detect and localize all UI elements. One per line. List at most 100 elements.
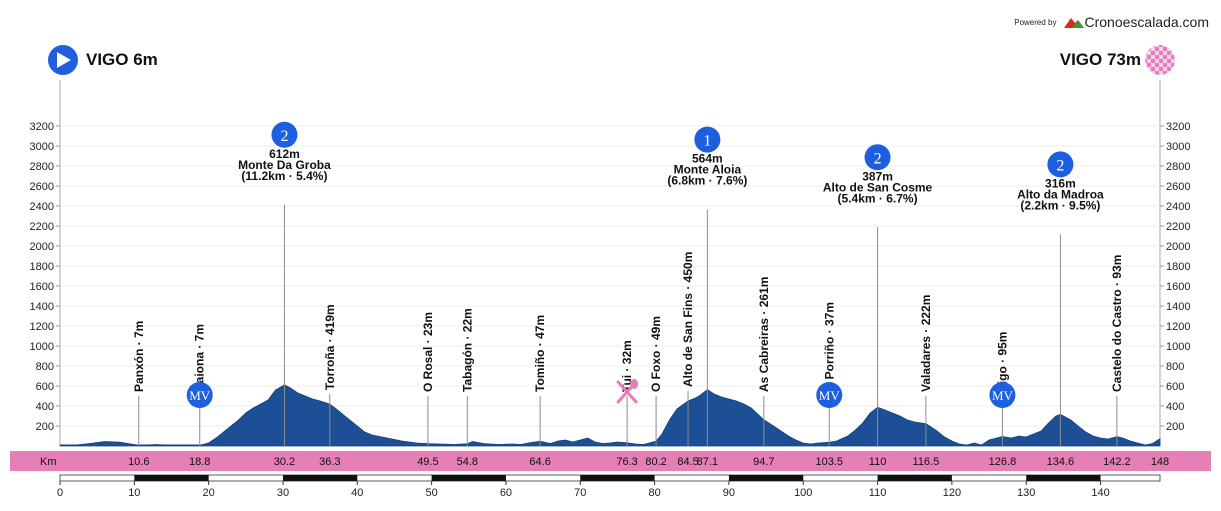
- km-marker-label: 94.7: [753, 456, 774, 468]
- y-tick-label-right: 1800: [1166, 261, 1190, 273]
- climb-detail: (2.2km · 9.5%): [1020, 198, 1100, 212]
- y-tick-label-left: 1200: [30, 321, 54, 333]
- climb-detail: (5.4km · 6.7%): [838, 191, 918, 205]
- climb-category-marker: [694, 126, 721, 153]
- y-tick-label-left: 3000: [30, 141, 54, 153]
- km-marker-label: 54.8: [457, 456, 478, 468]
- landmark-label: Baiona · 7m: [193, 324, 207, 392]
- km-marker-label: 49.5: [417, 456, 438, 468]
- start-label: VIGO 6m: [86, 50, 158, 69]
- y-tick-label-left: 2000: [30, 241, 54, 253]
- km-band: [10, 451, 1211, 471]
- x-tick-label: 100: [794, 487, 812, 499]
- y-tick-label-left: 2400: [30, 201, 54, 213]
- landmark-label: O Porriño · 37m: [822, 302, 836, 392]
- brand-credit[interactable]: Powered by Cronoescalada.com: [1014, 14, 1209, 30]
- y-tick-label-right: 1400: [1166, 301, 1190, 313]
- km-marker-label: 142.2: [1103, 456, 1131, 468]
- feed-zone-icon: [616, 379, 639, 404]
- y-tick-label-left: 800: [36, 361, 54, 373]
- scale-bar-segment: [1026, 475, 1101, 481]
- climb-category-marker: [271, 121, 298, 148]
- y-tick-label-left: 200: [36, 421, 54, 433]
- km-band-label: Km: [40, 456, 57, 468]
- y-tick-label-left: 2200: [30, 221, 54, 233]
- scale-bar-segment: [134, 475, 209, 481]
- climb-detail: (11.2km · 5.4%): [241, 169, 327, 183]
- x-tick-label: 30: [277, 487, 289, 499]
- sprint-label: MV: [819, 388, 841, 403]
- x-tick-label: 70: [574, 487, 586, 499]
- landmark-label: Panxón · 7m: [132, 321, 146, 392]
- spoon-bowl: [630, 379, 639, 389]
- x-tick-label: 140: [1091, 487, 1109, 499]
- landmark-label: O Rosal · 23m: [421, 312, 435, 392]
- y-tick-label-right: 800: [1166, 361, 1184, 373]
- km-marker-label: 10.6: [128, 456, 149, 468]
- scale-bar-segment: [431, 475, 506, 481]
- landmark-label: Castelo do Castro · 93m: [1110, 255, 1124, 392]
- sprint-label: MV: [189, 388, 211, 403]
- km-marker-label: 84.5: [677, 456, 698, 468]
- km-marker-label: 103.5: [815, 456, 843, 468]
- y-tick-label-right: 400: [1166, 401, 1184, 413]
- climb-name: Alto de San Cosme: [823, 180, 933, 194]
- climb-category-marker: [864, 144, 891, 171]
- y-tick-label-left: 400: [36, 401, 54, 413]
- landmark-label: Vigo · 95m: [995, 332, 1009, 392]
- x-tick-label: 20: [203, 487, 215, 499]
- x-tick-label: 80: [648, 487, 660, 499]
- climb-category-label: 2: [1056, 157, 1064, 174]
- climb-category-marker: [1047, 151, 1074, 178]
- y-tick-label-right: 3000: [1166, 141, 1190, 153]
- climb-elevation: 564m: [692, 152, 723, 166]
- km-marker-label: 126.8: [989, 456, 1017, 468]
- y-tick-label-right: 2200: [1166, 221, 1190, 233]
- x-tick-label: 130: [1017, 487, 1035, 499]
- climb-category-label: 1: [703, 133, 711, 150]
- y-tick-label-left: 2600: [30, 181, 54, 193]
- finish-checkered-flag-icon: [1145, 45, 1175, 75]
- scale-bar-segment: [728, 475, 804, 481]
- y-tick-label-right: 1200: [1166, 321, 1190, 333]
- km-marker-label: 148: [1151, 456, 1169, 468]
- y-tick-label-right: 1000: [1166, 341, 1190, 353]
- climb-category-label: 2: [280, 128, 288, 145]
- y-tick-label-right: 1600: [1166, 281, 1190, 293]
- x-tick-label: 40: [351, 487, 363, 499]
- sprint-marker: [816, 382, 843, 408]
- km-marker-label: 134.6: [1047, 456, 1075, 468]
- km-marker-label: 36.3: [319, 456, 340, 468]
- landmark-label: Valadares · 222m: [919, 295, 933, 392]
- sprint-marker: [186, 382, 213, 408]
- y-tick-label-left: 3200: [30, 121, 54, 133]
- y-tick-label-right: 2800: [1166, 161, 1190, 173]
- scale-bar-segment: [580, 475, 655, 481]
- landmark-label: Tabagón · 22m: [460, 308, 474, 392]
- landmark-label: Alto de San Fins · 450m: [681, 252, 695, 387]
- brand-name: Cronoescalada.com: [1084, 14, 1209, 30]
- x-tick-label: 0: [57, 487, 63, 499]
- km-marker-label: 116.5: [913, 456, 940, 468]
- x-tick-label: 110: [869, 487, 887, 499]
- y-tick-label-right: 200: [1166, 421, 1184, 433]
- km-marker-label: 87.1: [697, 456, 718, 468]
- km-marker-label: 18.8: [189, 456, 210, 468]
- km-marker-label: 64.6: [529, 456, 550, 468]
- finish-label: VIGO 73m: [1059, 50, 1141, 69]
- y-tick-label-right: 2600: [1166, 181, 1190, 193]
- x-tick-label: 10: [128, 487, 140, 499]
- powered-by-text: Powered by: [1014, 17, 1057, 27]
- y-tick-label-left: 2800: [30, 161, 54, 173]
- y-tick-label-left: 600: [36, 381, 54, 393]
- climb-elevation: 387m: [862, 169, 893, 183]
- x-tick-label: 90: [723, 487, 735, 499]
- mountain-logo-icon: [1064, 18, 1085, 28]
- km-marker-label: 80.2: [645, 456, 666, 468]
- x-tick-label: 60: [500, 487, 512, 499]
- y-tick-label-left: 1600: [30, 281, 54, 293]
- landmark-label: Tui · 32m: [620, 340, 634, 392]
- climb-category-label: 2: [874, 150, 882, 167]
- sprint-marker: [989, 382, 1016, 408]
- climb-elevation: 316m: [1045, 176, 1076, 190]
